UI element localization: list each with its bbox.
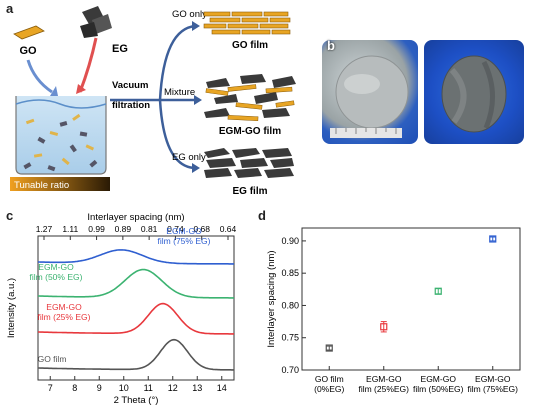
series-label: GO film bbox=[38, 354, 67, 364]
series-label: EGM-GO bbox=[166, 226, 202, 236]
data-point bbox=[380, 323, 388, 331]
panel-a: a GO EG bbox=[0, 0, 320, 205]
route-go-only: GO only bbox=[172, 9, 207, 20]
top-tick-label: 0.81 bbox=[141, 224, 158, 234]
egm-go-film-stack bbox=[204, 74, 296, 122]
series-line bbox=[38, 338, 234, 371]
data-point bbox=[325, 344, 333, 352]
plot-frame bbox=[301, 227, 521, 371]
y-tick-label: 0.90 bbox=[281, 236, 299, 246]
series-line bbox=[38, 249, 234, 265]
go-label: GO bbox=[19, 45, 37, 57]
x-tick-label: (0%EG) bbox=[314, 384, 344, 394]
x-tick-label: 11 bbox=[144, 383, 153, 393]
top-tick-label: 0.64 bbox=[220, 224, 237, 234]
data-point bbox=[489, 235, 497, 243]
x-tick-label: 7 bbox=[48, 383, 53, 393]
film-photo-right bbox=[424, 40, 524, 144]
series-label: EGM-GO bbox=[38, 262, 74, 272]
filtration-label: filtration bbox=[112, 100, 150, 111]
route-mixture: Mixture bbox=[164, 87, 195, 98]
series-line bbox=[38, 302, 234, 335]
go-flake-icon bbox=[13, 25, 45, 40]
film-photo-left bbox=[322, 40, 418, 144]
panel-c-letter: c bbox=[6, 208, 14, 223]
x-tick-label: 8 bbox=[72, 383, 77, 393]
x-tick-label: GO film bbox=[315, 374, 344, 384]
film-disc-icon bbox=[330, 55, 409, 138]
x-axis-label: 2 Theta (°) bbox=[114, 395, 159, 406]
series-line bbox=[38, 268, 234, 299]
x-tick-label: EGM-GO bbox=[421, 374, 457, 384]
series-label: EGM-GO bbox=[46, 302, 82, 312]
x-tick-label: 12 bbox=[168, 383, 178, 393]
panel-b-letter: b bbox=[327, 38, 335, 53]
y-axis-label: Interlayer spacing (nm) bbox=[266, 250, 277, 347]
eg-film-stack bbox=[204, 148, 294, 178]
top-axis-label: Interlayer spacing (nm) bbox=[87, 212, 184, 223]
y-tick-label: 0.80 bbox=[281, 300, 299, 310]
go-arrow-icon bbox=[26, 59, 53, 94]
x-tick-label: 14 bbox=[217, 383, 227, 393]
panel-a-schematic: GO EG bbox=[10, 6, 296, 197]
top-tick-label: 0.89 bbox=[115, 224, 132, 234]
spacing-chart: 0.70 0.75 0.80 0.85 0.90 Interlayer spacing (… bbox=[266, 227, 521, 394]
plot-frame bbox=[37, 235, 235, 381]
y-axis-label: Intensity (a.u.) bbox=[6, 278, 17, 338]
x-tick-label: 9 bbox=[97, 383, 102, 393]
x-tick-label: 13 bbox=[192, 383, 202, 393]
top-tick-label: 0.74 bbox=[167, 224, 184, 234]
eg-flakes-icon bbox=[80, 6, 112, 38]
go-film-stack bbox=[203, 11, 291, 35]
x-tick-label: film (25%EG) bbox=[358, 384, 409, 394]
x-tick-label: EGM-GO bbox=[475, 374, 511, 384]
series-label: film (50% EG) bbox=[30, 272, 83, 282]
route-eg-only: EG only bbox=[172, 152, 206, 163]
top-tick-label: 0.99 bbox=[88, 224, 105, 234]
vacuum-label: Vacuum bbox=[112, 80, 148, 91]
top-tick-label: 0.68 bbox=[193, 224, 210, 234]
panel-d-letter: d bbox=[258, 208, 266, 223]
egm-go-film-label: EGM-GO film bbox=[219, 126, 281, 137]
y-tick-label: 0.75 bbox=[281, 333, 299, 343]
x-tick-label: EGM-GO bbox=[366, 374, 402, 384]
data-point bbox=[434, 287, 442, 295]
eg-arrow-icon bbox=[78, 37, 98, 93]
eg-label: EG bbox=[112, 43, 128, 55]
tunable-ratio-bar bbox=[10, 177, 110, 191]
panel-a-letter: a bbox=[6, 1, 14, 16]
tunable-ratio-label: Tunable ratio bbox=[14, 180, 69, 191]
top-tick-label: 1.11 bbox=[62, 224, 78, 234]
y-tick-label: 0.70 bbox=[281, 365, 299, 375]
x-tick-label: 10 bbox=[119, 383, 129, 393]
y-tick-label: 0.85 bbox=[281, 268, 299, 278]
x-tick-label: film (75%EG) bbox=[467, 384, 518, 394]
top-tick-label: 1.27 bbox=[36, 224, 53, 234]
x-tick-label: film (50%EG) bbox=[413, 384, 464, 394]
beaker-icon bbox=[15, 96, 107, 175]
go-film-label: GO film bbox=[232, 40, 268, 51]
eg-film-label: EG film bbox=[232, 186, 267, 197]
xrd-chart: 7 8 9 10 11 12 13 14 1.27 1.11 0.99 0.89 0.81 0.74 0.6… bbox=[6, 212, 237, 406]
series-label: film (75% EG) bbox=[158, 236, 211, 246]
series-label: film (25% EG) bbox=[38, 312, 91, 322]
bent-film-icon bbox=[441, 55, 507, 133]
